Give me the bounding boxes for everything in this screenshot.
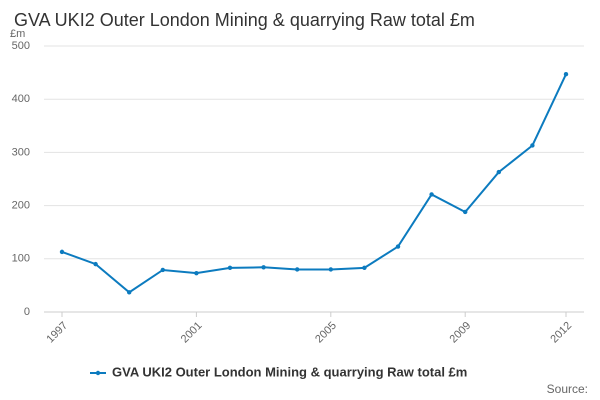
y-axis-label: £m: [10, 28, 25, 40]
point: [463, 209, 468, 215]
x-tick-label: 2001: [179, 320, 205, 346]
point: [563, 71, 569, 77]
y-tick-label: 400: [12, 93, 30, 105]
y-tick-label: 200: [12, 200, 30, 212]
x-tick-label: 2012: [548, 320, 574, 346]
x-tick-label: 2005: [313, 320, 339, 346]
point: [530, 143, 535, 148]
point: [261, 265, 266, 270]
x-tick-label: 1997: [44, 320, 70, 346]
legend-label: GVA UKI2 Outer London Mining & quarrying…: [112, 364, 467, 379]
point: [127, 290, 132, 295]
source: Source:: [547, 382, 588, 396]
point: [59, 249, 65, 255]
point: [227, 265, 233, 271]
y-tick-label: 0: [24, 306, 30, 318]
point: [328, 267, 333, 272]
y-tick-label: 500: [12, 40, 30, 52]
point: [395, 244, 401, 249]
line: [61, 73, 567, 294]
y-tick-label: 100: [12, 253, 30, 265]
chart-title: GVA UKI2 Outer London Mining & quarrying…: [14, 10, 475, 30]
point: [295, 267, 300, 272]
y-tick-label: 300: [12, 146, 30, 158]
point: [429, 192, 434, 197]
point: [362, 265, 367, 271]
point: [194, 270, 199, 276]
legend-swatch-dot: [95, 370, 101, 376]
point: [160, 267, 165, 273]
point: [93, 261, 98, 267]
x-tick-label: 2009: [448, 320, 474, 346]
point: [496, 169, 501, 175]
